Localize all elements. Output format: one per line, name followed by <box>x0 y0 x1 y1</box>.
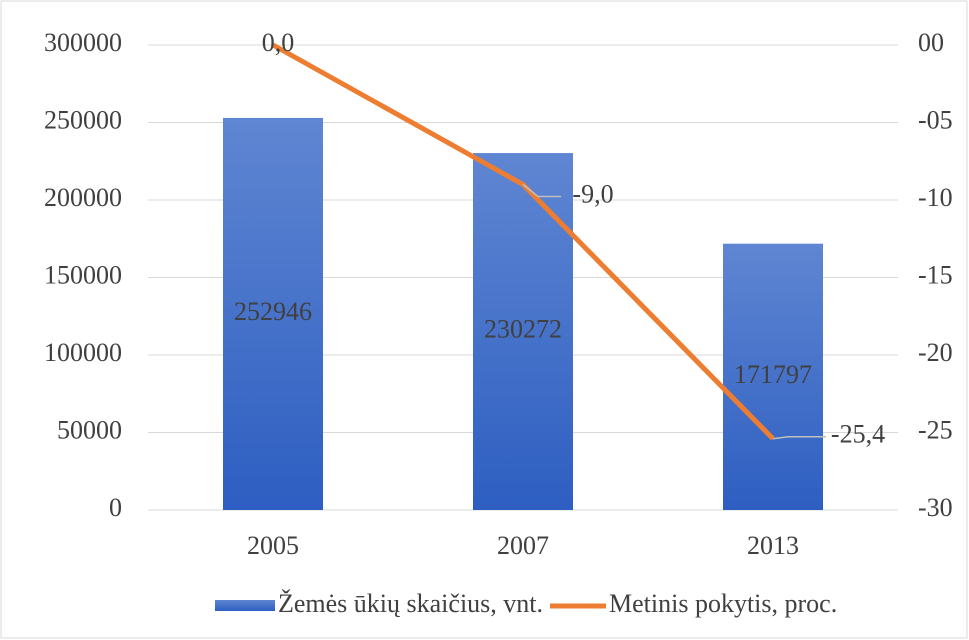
bar-value-label: 230272 <box>484 315 562 344</box>
y2-tick-label: -30 <box>918 493 953 522</box>
y-tick-label: 50000 <box>57 415 122 444</box>
legend-label: Žemės ūkių skaičius, vnt. <box>278 589 543 618</box>
y-tick-label: 200000 <box>44 183 122 212</box>
bar <box>723 243 823 510</box>
y-tick-label: 300000 <box>44 28 122 57</box>
y2-tick-label: -20 <box>918 338 953 367</box>
leader-line <box>522 183 561 198</box>
y-tick-label: 100000 <box>44 338 122 367</box>
x-tick-label: 2013 <box>747 531 799 560</box>
y2-tick-label: -15 <box>918 260 953 289</box>
y2-tick-label: -10 <box>918 183 953 212</box>
x-tick-label: 2007 <box>497 531 549 560</box>
legend-label: Metinis pokytis, proc. <box>609 589 837 618</box>
y-tick-label: 150000 <box>44 260 122 289</box>
y-tick-label: 0 <box>109 493 122 522</box>
bar <box>473 153 573 510</box>
bar <box>223 117 323 510</box>
line-value-label: 0,0 <box>262 28 295 57</box>
line-value-label: -9,0 <box>572 179 613 208</box>
legend-swatch <box>215 600 275 611</box>
x-tick-label: 2005 <box>247 531 299 560</box>
line-value-label: -25,4 <box>831 420 885 449</box>
y2-tick-label: 00 <box>918 28 944 57</box>
y2-tick-label: -25 <box>918 415 953 444</box>
leader-line <box>772 435 826 440</box>
y-tick-label: 250000 <box>44 105 122 134</box>
y2-tick-label: -05 <box>918 105 953 134</box>
bar-value-label: 252946 <box>234 297 312 326</box>
bar-value-label: 171797 <box>734 360 812 389</box>
